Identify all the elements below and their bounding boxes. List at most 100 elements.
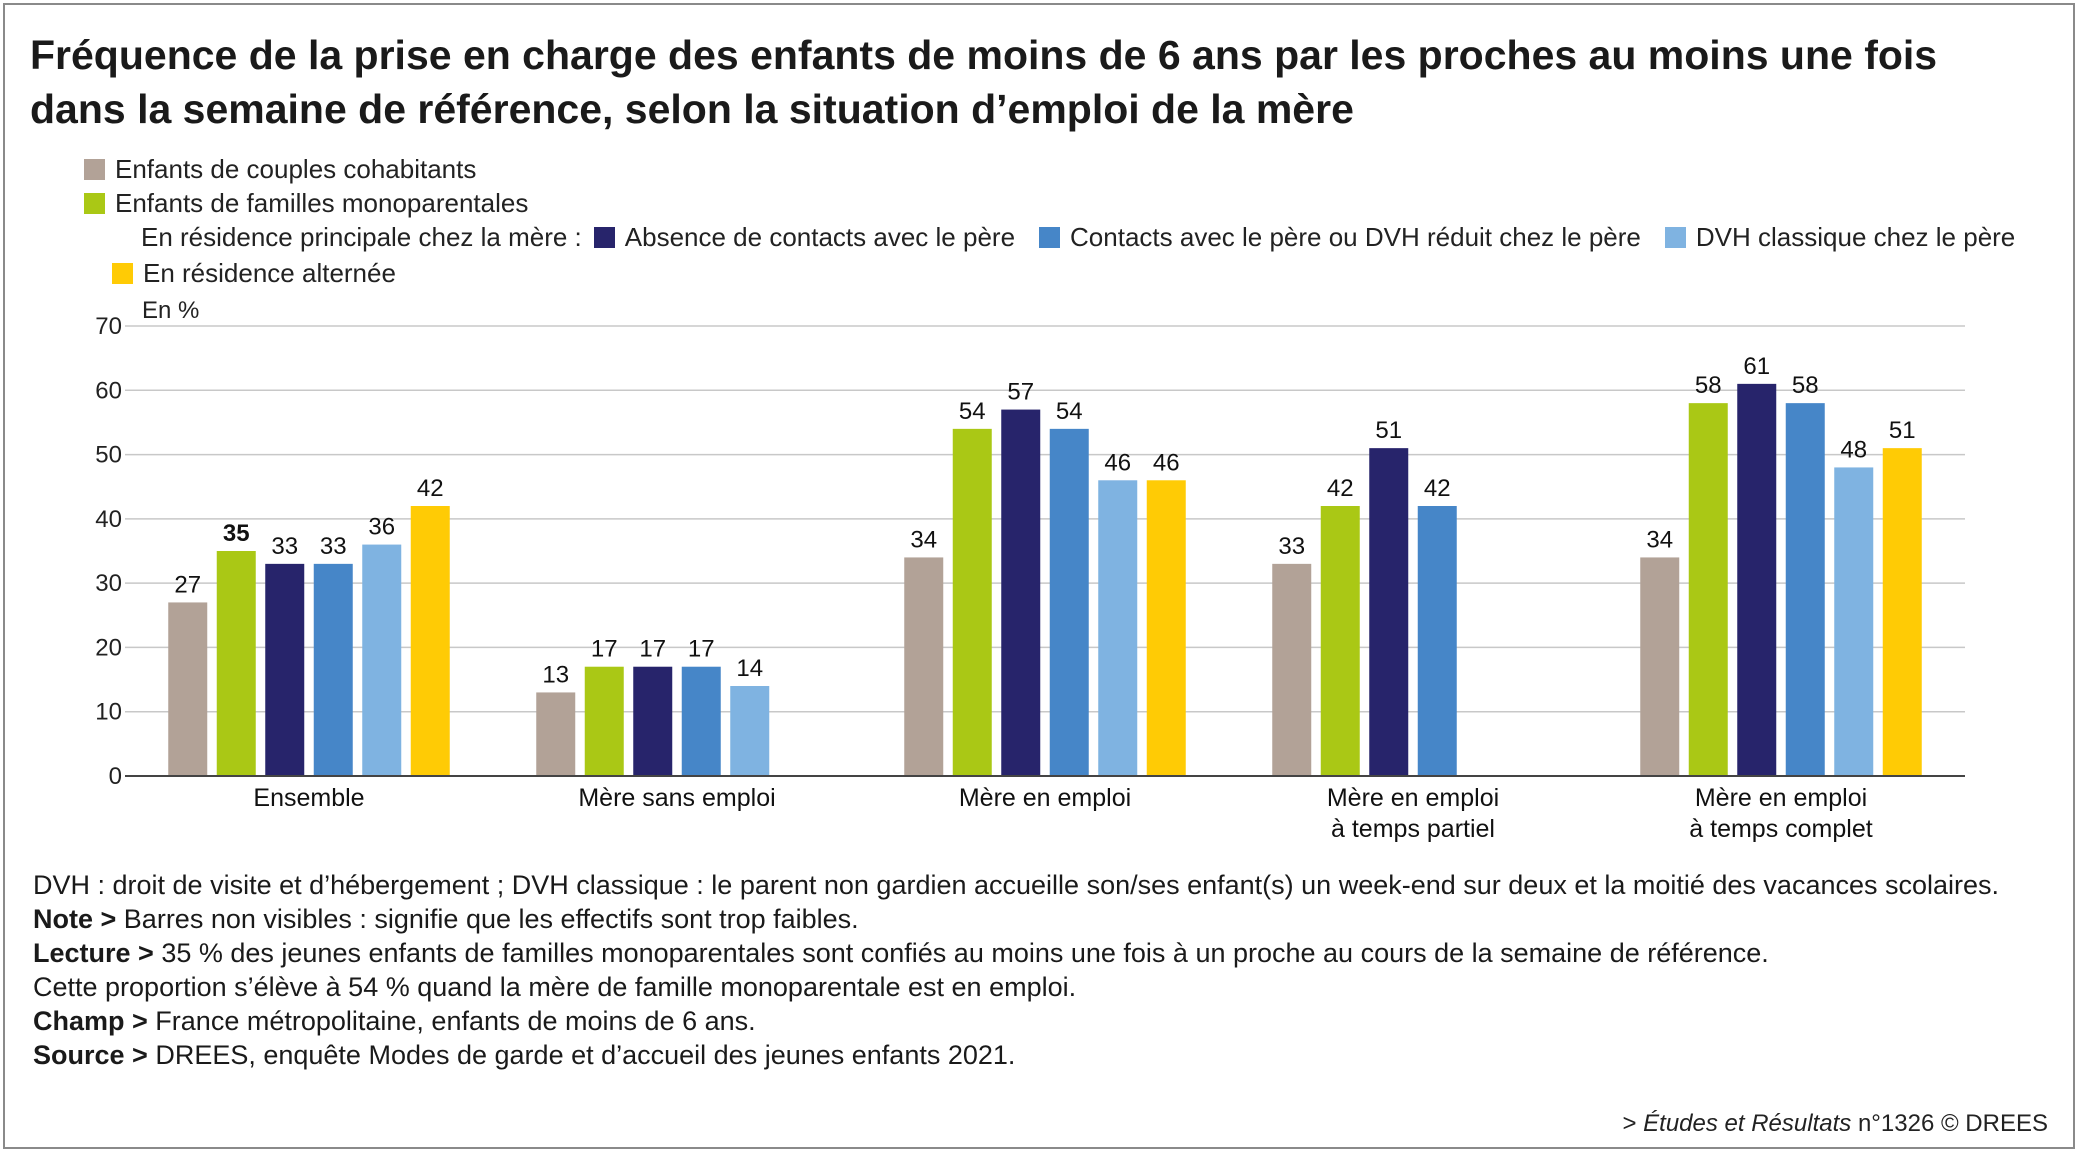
category-label: Ensemble [253, 784, 364, 812]
bar-mono [216, 551, 256, 776]
value-label: 34 [910, 526, 937, 553]
value-label: 13 [542, 661, 569, 688]
credit: > Études et Résultats n°1326 © DREES [1622, 1110, 2048, 1138]
bar-mono [1688, 403, 1728, 776]
y-tick-label: 40 [95, 506, 122, 533]
legend-row-residence: En résidence principale chez la mère : A… [141, 222, 2039, 253]
value-label: 48 [1840, 436, 1867, 463]
legend-label-dvh: DVH classique chez le père [1695, 222, 2016, 252]
y-tick-label: 70 [95, 313, 122, 340]
value-label: 35 [223, 520, 250, 547]
lecture-line-2: Cette proportion s’élève à 54 % quand la… [33, 972, 1077, 1002]
y-tick-label: 50 [95, 442, 122, 469]
value-label: 57 [1007, 379, 1034, 406]
legend-entry-mono: Enfants de familles monoparentales [84, 188, 552, 219]
lecture-line: Lecture > 35 % des jeunes enfants de fam… [33, 936, 2043, 970]
note-dvh: DVH : droit de visite et d’hébergement ;… [33, 870, 2000, 900]
bar-couples [168, 602, 208, 776]
bar-absence [1001, 409, 1041, 776]
chart-title: Fréquence de la prise en charge des enfa… [30, 32, 1938, 132]
lecture-text-1: 35 % des jeunes enfants de familles mono… [161, 938, 1769, 968]
legend-label-alternee: En résidence alternée [143, 258, 396, 288]
note-label: Note > [33, 904, 117, 934]
bar-contacts [1049, 428, 1089, 776]
note-text: Barres non visibles : signifie que les e… [123, 904, 859, 934]
y-tick-label: 20 [95, 634, 122, 661]
bar-dvh [730, 686, 770, 776]
y-axis-ticks: 0 10 20 30 40 50 60 70 [95, 313, 122, 790]
credit-publication: Études et Résultats [1643, 1110, 1852, 1137]
bar-contacts [1785, 403, 1825, 776]
category-label: Mère sans emploi [578, 784, 775, 812]
value-label: 33 [271, 533, 298, 560]
legend-entry-couples: Enfants de couples cohabitants [84, 154, 500, 185]
bar-alternee [410, 506, 450, 776]
value-label: 33 [320, 533, 347, 560]
value-label: 58 [1695, 372, 1722, 399]
value-label: 51 [1375, 417, 1402, 444]
value-label: 33 [1278, 533, 1305, 560]
bar-mono [1320, 506, 1360, 776]
bar-absence [1369, 448, 1409, 776]
legend-label-mono: Enfants de familles monoparentales [115, 188, 529, 218]
bar-absence [1737, 383, 1777, 776]
legend-label-contacts: Contacts avec le père ou DVH réduit chez… [1070, 222, 1641, 252]
bar-couples [1272, 563, 1312, 776]
bar-dvh [362, 544, 402, 776]
champ-text: France métropolitaine, enfants de moins … [155, 1006, 756, 1036]
value-label: 27 [174, 571, 201, 598]
bar-contacts [681, 666, 721, 776]
y-tick-label: 60 [95, 377, 122, 404]
credit-prefix: > [1622, 1110, 1637, 1137]
legend-swatch-contacts [1039, 227, 1061, 248]
bar-mono [584, 666, 624, 776]
champ-label: Champ > [33, 1006, 148, 1036]
bar-absence [633, 666, 673, 776]
category-label: Mère en emploi [1695, 784, 1867, 812]
legend-swatch-dvh [1664, 227, 1686, 248]
bars [168, 383, 1922, 776]
value-label: 17 [639, 636, 666, 663]
notes: DVH : droit de visite et d’hébergement ;… [33, 868, 2043, 1072]
value-label: 51 [1889, 417, 1916, 444]
value-label: 58 [1792, 372, 1819, 399]
value-label: 17 [591, 636, 618, 663]
legend-swatch-alternee [112, 263, 133, 284]
value-label: 14 [736, 655, 763, 682]
source-line: Source > DREES, enquête Modes de garde e… [33, 1038, 2043, 1072]
y-tick-label: 0 [109, 763, 122, 790]
value-label: 17 [688, 636, 715, 663]
y-tick-label: 10 [95, 699, 122, 726]
category-label: Mère en emploi [1327, 784, 1499, 812]
value-label: 54 [1056, 398, 1083, 425]
legend-label-absence: Absence de contacts avec le père [624, 222, 1016, 252]
category-label: à temps partiel [1331, 815, 1495, 843]
bar-couples [536, 692, 576, 776]
bar-absence [265, 563, 305, 776]
category-label: Mère en emploi [959, 784, 1131, 812]
legend-swatch-couples [84, 159, 105, 180]
bar-alternee [1882, 448, 1922, 776]
legend-entry-alternee: En résidence alternée [112, 258, 420, 289]
legend-label-couples: Enfants de couples cohabitants [115, 154, 477, 184]
value-label: 42 [417, 475, 444, 502]
champ-line: Champ > France métropolitaine, enfants d… [33, 1004, 2043, 1038]
legend-residence-label: En résidence principale chez la mère : [141, 222, 582, 252]
y-tick-label: 30 [95, 570, 122, 597]
value-label: 42 [1327, 475, 1354, 502]
value-label: 46 [1153, 449, 1180, 476]
x-axis-labels: Ensemble Mère sans emploi Mère en emploi Mè… [253, 784, 1872, 843]
bar-couples [1640, 557, 1680, 776]
bar-contacts [1417, 506, 1457, 776]
y-axis-label: En % [142, 297, 199, 324]
source-text: DREES, enquête Modes de garde et d’accue… [155, 1040, 1016, 1070]
bar-dvh [1098, 480, 1138, 776]
value-label: 46 [1104, 449, 1131, 476]
value-label: 61 [1743, 353, 1770, 380]
bar-mono [952, 428, 992, 776]
bar-chart: 0 10 20 30 40 50 60 70 En % 27 35 33 33 36 42 13 17 17 1… [95, 297, 1965, 843]
bar-alternee [1146, 480, 1186, 776]
bar-dvh [1834, 467, 1874, 776]
credit-number: n°1326 © DREES [1857, 1110, 2048, 1137]
category-label: à temps complet [1689, 815, 1872, 843]
